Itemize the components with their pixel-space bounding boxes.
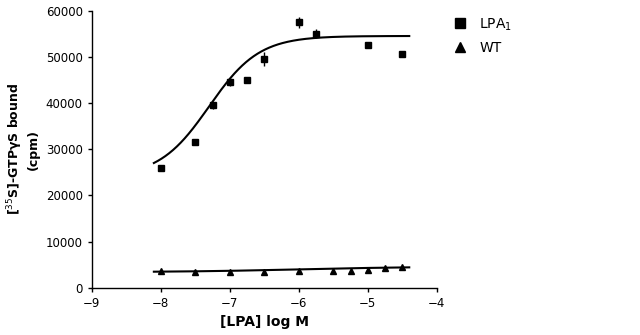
X-axis label: [LPA] log M: [LPA] log M bbox=[220, 316, 309, 329]
Y-axis label: [$^{35}$S]-GTP$\mathregular{\gamma}$S bound
(cpm): [$^{35}$S]-GTP$\mathregular{\gamma}$S bo… bbox=[6, 83, 40, 215]
Legend: LPA$_1$, WT: LPA$_1$, WT bbox=[440, 11, 518, 60]
